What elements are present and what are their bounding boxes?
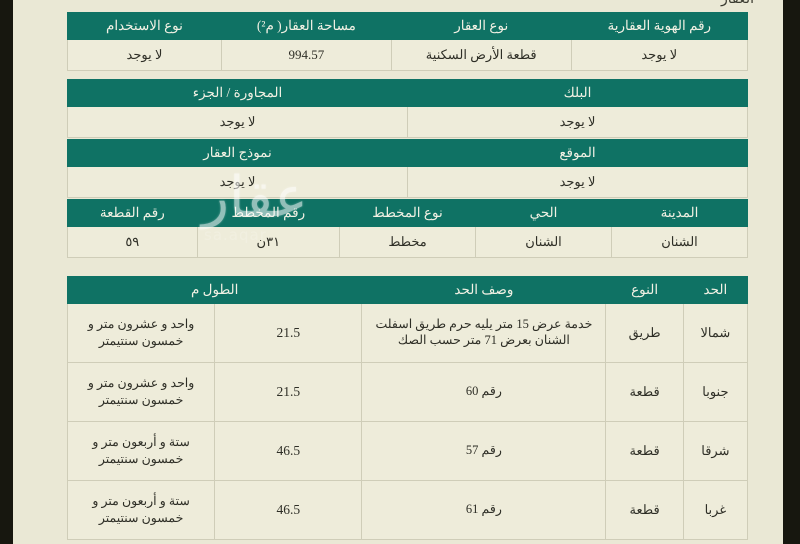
value-district: الشنان [475,226,612,258]
table-row: غربا قطعة رقم 61 46.5 ستة و أربعون متر و… [66,480,749,540]
table-header-row: رقم الهوية العقارية نوع العقار مساحة الع… [67,12,749,40]
boundary-length-words-west: ستة و أربعون متر و خمسون سنتيمتر [66,480,216,540]
boundary-length-west: 46.5 [214,480,363,540]
page-edge-left [0,0,13,544]
property-identity-table: رقم الهوية العقارية نوع العقار مساحة الع… [67,12,749,71]
boundary-description-east: رقم 57 [361,421,607,481]
boundary-length-south: 21.5 [214,362,363,422]
table-header-row: الموقع نموذج العقار [67,139,748,167]
table-row: لا يوجد لا يوجد [67,166,748,198]
table-header-row: البلك المجاورة / الجزء [67,79,748,107]
header-district: الحي [475,199,612,227]
value-block: لا يوجد [407,106,748,138]
value-plan-number: ٣١ن [196,226,341,258]
header-boundary-desc: وصف الحد [361,276,607,304]
table-row: الشنان الشنان مخطط ٣١ن ٥٩ [67,226,748,258]
boundary-side-east: شرقا [682,421,749,481]
header-boundary-side: الحد [682,276,749,304]
boundary-description-north: خدمة عرض 15 متر يليه حرم طريق اسفلت الشن… [361,303,607,363]
value-city: الشنان [611,226,748,258]
boundary-side-north: شمالا [682,303,749,363]
boundaries-table: الحد النوع وصف الحد الطول م شمالا طريق خ… [66,276,749,540]
boundary-length-words-east: ستة و أربعون متر و خمسون سنتيمتر [66,421,216,481]
value-property-area: 994.57 [220,39,392,71]
header-property-model: نموذج العقار [67,139,408,167]
boundary-side-south: جنوبا [682,362,749,422]
table-header-row: المدينة الحي نوع المخطط رقم المخطط رقم ا… [67,199,748,227]
table-row: جنوبا قطعة رقم 60 21.5 واحد و عشرون متر … [66,362,749,422]
table-row: شرقا قطعة رقم 57 46.5 ستة و أربعون متر و… [66,421,749,481]
header-city: المدينة [611,199,748,227]
boundary-description-west: رقم 61 [361,480,607,540]
location-table: الموقع نموذج العقار لا يوجد لا يوجد [67,139,748,198]
header-plot-number: رقم القطعة [67,199,198,227]
value-location: لا يوجد [407,166,748,198]
boundary-type-east: قطعة [605,421,684,481]
header-boundary-length: الطول م [66,276,363,304]
value-plot-number: ٥٩ [67,226,198,258]
boundary-description-south: رقم 60 [361,362,607,422]
table-row: لا يوجد لا يوجد [67,106,748,138]
table-header-row: الحد النوع وصف الحد الطول م [66,276,749,304]
plan-table: المدينة الحي نوع المخطط رقم المخطط رقم ا… [67,199,748,258]
value-property-type: قطعة الأرض السكنية [390,39,572,71]
value-real-estate-id: لا يوجد [570,39,749,71]
boundary-type-south: قطعة [605,362,684,422]
boundary-type-west: قطعة [605,480,684,540]
header-plan-number: رقم المخطط [196,199,341,227]
header-block: البلك [407,79,748,107]
block-table: البلك المجاورة / الجزء لا يوجد لا يوجد [67,79,748,138]
table-row: شمالا طريق خدمة عرض 15 متر يليه حرم طريق… [66,303,749,363]
boundary-length-words-north: واحد و عشرون متر و خمسون سنتيمتر [66,303,216,363]
header-boundary-type: النوع [605,276,684,304]
boundary-length-north: 21.5 [214,303,363,363]
header-location: الموقع [407,139,748,167]
table-row: لا يوجد قطعة الأرض السكنية 994.57 لا يوج… [67,39,749,71]
cut-off-heading: العقار [721,0,754,8]
header-neighbouring-part: المجاورة / الجزء [67,79,408,107]
header-usage-type: نوع الاستخدام [67,12,222,40]
boundary-length-words-south: واحد و عشرون متر و خمسون سنتيمتر [66,362,216,422]
header-plan-type: نوع المخطط [339,199,476,227]
boundary-type-north: طريق [605,303,684,363]
value-neighbouring-part: لا يوجد [67,106,408,138]
value-usage-type: لا يوجد [67,39,222,71]
page-edge-right [783,0,800,544]
header-real-estate-id: رقم الهوية العقارية [570,12,749,40]
boundary-length-east: 46.5 [214,421,363,481]
boundary-side-west: غربا [682,480,749,540]
header-property-area: مساحة العقار( م²) [220,12,392,40]
value-property-model: لا يوجد [67,166,408,198]
value-plan-type: مخطط [339,226,476,258]
header-property-type: نوع العقار [390,12,572,40]
